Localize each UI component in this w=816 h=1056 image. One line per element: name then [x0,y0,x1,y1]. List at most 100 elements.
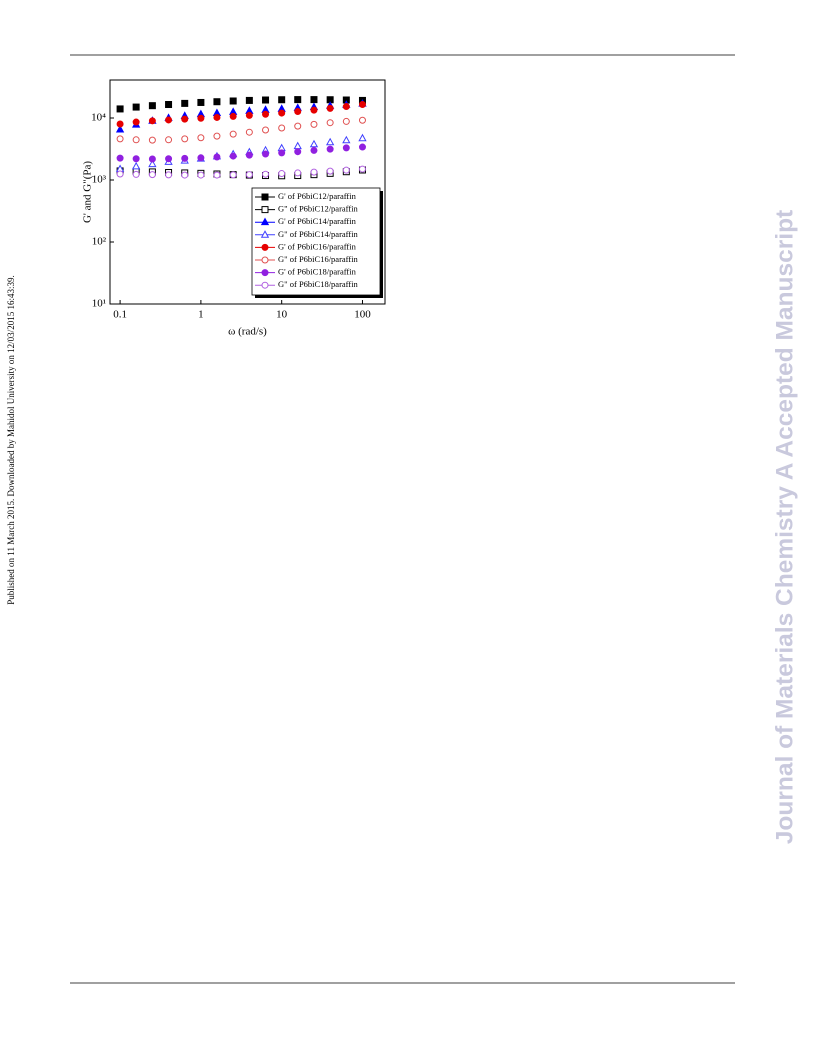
marker [278,170,286,178]
legend-label: G' of P6biC12/paraffin [278,191,357,201]
marker [148,159,157,168]
y-tick-label: 10⁴ [91,112,106,124]
marker [148,171,156,179]
marker [326,119,334,127]
marker [294,169,302,177]
legend-label: G' of P6biC18/paraffin [278,267,357,277]
marker [310,120,318,128]
x-tick-label: 0.1 [113,309,127,321]
marker [278,149,286,157]
marker [358,143,366,151]
marker [262,126,270,134]
marker [293,141,302,150]
marker [116,120,124,128]
legend-label: G" of P6biC12/paraffin [278,204,359,214]
x-tick-label: 10 [276,309,288,321]
legend-label: G' of P6biC14/paraffin [278,216,357,226]
marker [326,145,334,153]
marker [132,155,140,163]
marker [148,102,156,110]
marker [131,161,141,170]
marker [294,122,302,130]
marker [278,96,286,104]
plot-frame [109,79,386,305]
marker [294,96,302,104]
marker [132,103,140,111]
marker [358,165,366,173]
x-axis-label: ω (rad/s) [228,326,267,338]
marker [261,256,269,264]
marker [132,118,140,126]
marker [213,153,221,161]
marker [342,117,350,125]
marker [326,167,334,175]
marker [278,109,286,117]
marker [245,111,253,119]
marker [326,137,335,146]
marker [229,171,237,179]
marker [132,170,140,178]
marker [197,114,205,122]
marker [197,98,205,106]
legend-box [251,187,381,296]
marker [115,124,125,133]
marker [262,96,270,104]
marker [310,106,318,114]
y-tick-label: 10² [92,236,107,248]
marker [213,132,221,140]
y-axis-label: G' and G"(Pa) [82,161,94,223]
marker [326,104,334,112]
marker [116,105,124,113]
marker [261,206,269,214]
legend-label: G' of P6biC16/paraffin [278,241,357,251]
legend-label: G" of P6biC16/paraffin [278,254,359,264]
marker [165,116,173,124]
marker [261,269,269,277]
legend-label: G" of P6biC14/paraffin [278,229,359,239]
chart: 0.1 1 10 100 10¹ 10² 10³ 10⁴ ω (rad/s) G' and G"(… [82,79,386,338]
marker [213,171,221,179]
marker [213,98,221,106]
marker [261,243,269,251]
marker [262,110,270,118]
marker [229,130,237,138]
marker [310,146,318,154]
marker [165,101,173,109]
marker [116,170,124,178]
marker [245,151,253,159]
marker [213,113,221,121]
marker [116,154,124,162]
watermark: Journal of Materials Chemistry A Accepte… [771,210,798,844]
y-tick-label: 10³ [92,174,107,186]
marker [342,103,350,111]
marker [260,230,270,238]
marker [245,171,253,179]
marker [358,101,366,109]
marker [181,154,189,162]
marker [181,135,189,143]
marker [309,139,319,148]
marker [310,168,318,176]
marker [165,155,173,163]
marker [132,136,140,144]
marker [262,150,270,158]
marker [229,112,237,120]
marker [148,155,156,163]
marker [245,128,253,136]
legend-label: G" of P6biC18/paraffin [278,279,359,289]
marker [261,193,269,201]
y-tick-label: 10¹ [92,298,106,310]
marker [245,96,253,104]
marker [165,171,173,179]
marker [165,136,173,144]
marker [116,135,124,143]
marker [261,281,269,289]
side-note: Published on 11 March 2015. Downloaded b… [6,275,16,604]
marker [310,96,318,104]
marker [342,144,350,152]
x-tick-label: 100 [354,309,371,321]
marker [148,117,156,125]
marker [229,97,237,105]
